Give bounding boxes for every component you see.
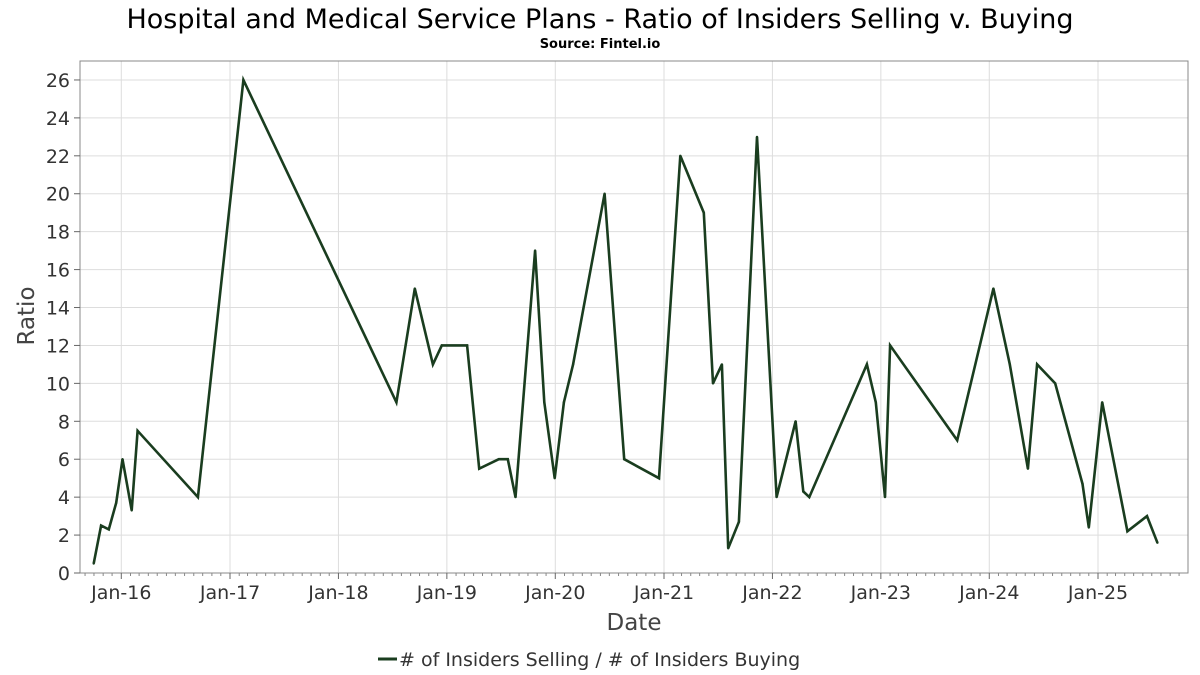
data-point — [1035, 363, 1039, 366]
chart-subtitle: Source: Fintel.io — [540, 37, 661, 52]
x-tick-label: Jan-19 — [416, 582, 477, 604]
data-point — [506, 458, 509, 461]
data-point — [720, 363, 724, 366]
data-point — [802, 490, 805, 493]
legend-label: # of Insiders Selling / # of Insiders Bu… — [399, 649, 800, 671]
x-axis-title: Date — [607, 610, 662, 636]
data-point — [242, 78, 245, 82]
x-tick-label: Jan-18 — [307, 582, 368, 604]
y-tick-label: 4 — [58, 487, 70, 509]
data-point — [794, 420, 797, 423]
data-point — [755, 135, 759, 139]
data-point — [711, 382, 715, 385]
grid — [80, 61, 1188, 574]
y-tick-label: 2 — [58, 525, 70, 547]
series-layer — [92, 75, 1159, 565]
x-tick-label: Jan-21 — [633, 582, 694, 604]
y-tick-label: 10 — [46, 373, 70, 395]
data-point — [413, 287, 416, 290]
data-point — [115, 501, 118, 504]
data-point — [121, 458, 124, 461]
x-tick-label: Jan-24 — [958, 582, 1019, 604]
y-tick-label: 22 — [46, 146, 70, 168]
data-point — [992, 287, 995, 290]
y-tick-label: 14 — [46, 298, 70, 320]
data-point — [623, 458, 626, 461]
y-tick-label: 12 — [46, 335, 70, 357]
data-point — [431, 363, 435, 366]
data-point — [553, 477, 556, 480]
data-point — [497, 458, 500, 461]
y-tick-label: 18 — [46, 222, 70, 244]
data-point — [92, 562, 95, 565]
data-point — [883, 495, 887, 499]
data-point — [514, 495, 517, 499]
data-point — [395, 401, 398, 404]
data-point — [679, 154, 682, 157]
data-point — [808, 495, 811, 499]
data-point — [1101, 401, 1104, 404]
data-point — [1026, 467, 1030, 470]
data-point — [874, 401, 877, 404]
data-point — [603, 192, 606, 195]
data-point — [1081, 482, 1084, 486]
data-point — [737, 520, 741, 523]
legend: # of Insiders Selling / # of Insiders Bu… — [378, 649, 800, 671]
x-tick-label: Jan-25 — [1067, 582, 1128, 604]
data-point — [478, 467, 481, 470]
y-tick-label: 16 — [46, 260, 70, 282]
x-tick-label: Jan-23 — [850, 582, 911, 604]
x-tick-label: Jan-22 — [741, 582, 802, 604]
chart-title: Hospital and Medical Service Plans - Rat… — [126, 4, 1073, 35]
data-point — [562, 401, 566, 404]
y-axis-title: Ratio — [14, 286, 40, 345]
data-point — [1145, 514, 1149, 518]
y-tick-label: 26 — [46, 70, 70, 92]
data-point — [130, 509, 133, 512]
data-point — [1126, 530, 1129, 533]
y-tick-label: 6 — [58, 449, 70, 471]
data-point — [727, 547, 730, 550]
data-point — [1054, 382, 1057, 385]
y-tick-label: 20 — [46, 184, 70, 206]
data-point — [865, 363, 869, 366]
y-tick-label: 24 — [46, 108, 70, 130]
data-point — [702, 211, 705, 214]
data-point — [888, 344, 892, 347]
x-tick-label: Jan-16 — [90, 582, 151, 604]
data-point — [657, 477, 661, 480]
data-point — [196, 495, 200, 499]
data-point — [465, 344, 469, 347]
data-point — [99, 524, 103, 527]
data-point — [440, 344, 443, 347]
x-tick-label: Jan-20 — [524, 582, 585, 604]
data-point — [533, 249, 537, 252]
y-tick-label: 8 — [58, 411, 70, 433]
data-point — [1008, 363, 1011, 366]
series-line — [92, 75, 1159, 564]
data-point — [956, 439, 959, 442]
data-point — [136, 429, 139, 432]
data-point — [107, 528, 111, 531]
plot-area — [79, 60, 1189, 574]
x-tick-label: Jan-17 — [199, 582, 260, 604]
data-point — [571, 363, 575, 366]
data-point — [775, 495, 778, 499]
data-point — [1156, 541, 1159, 544]
data-point — [543, 401, 546, 404]
y-tick-label: 0 — [58, 563, 70, 585]
data-point — [1087, 526, 1091, 529]
